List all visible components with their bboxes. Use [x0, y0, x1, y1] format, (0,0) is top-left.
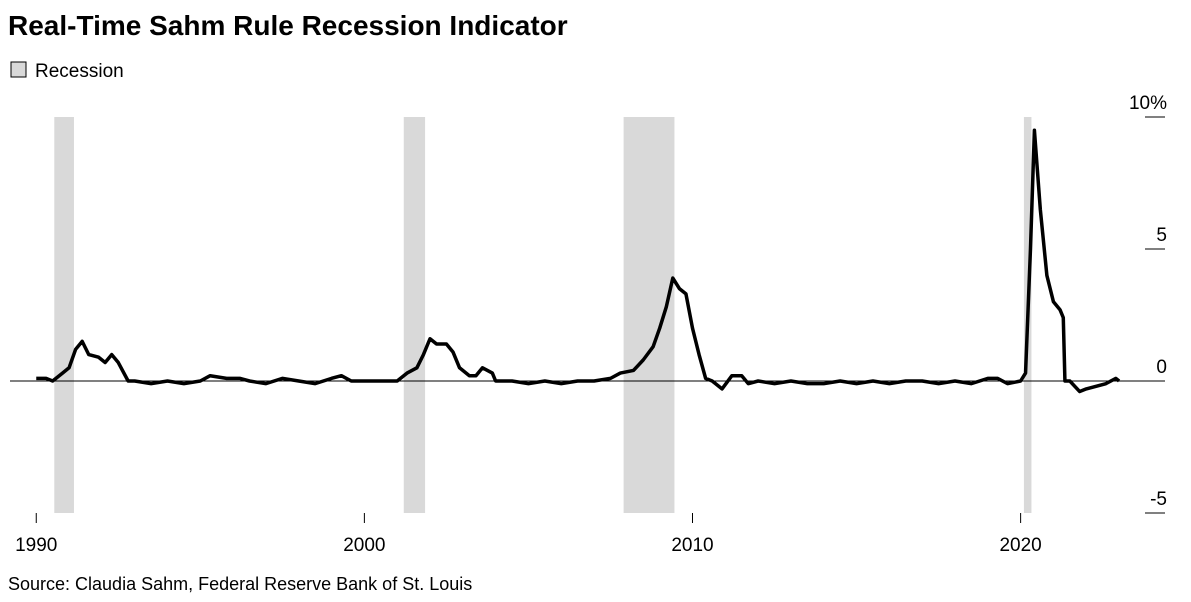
- recession-band: [623, 117, 675, 513]
- x-tick-label: 1990: [15, 535, 57, 556]
- legend-label: Recession: [35, 61, 124, 82]
- data-line: [36, 128, 1121, 394]
- legend-swatch: [10, 61, 27, 78]
- recession-band: [54, 117, 74, 513]
- x-tick-label: 2010: [671, 535, 713, 556]
- y-tick-label: 5: [1156, 225, 1167, 246]
- y-tick-label: 10%: [1129, 93, 1167, 114]
- y-tick-label: 0: [1156, 357, 1167, 378]
- y-tick-label: -5: [1150, 489, 1167, 510]
- recession-band: [403, 117, 426, 513]
- x-tick-label: 2000: [343, 535, 385, 556]
- x-tick-label: 2020: [999, 535, 1041, 556]
- chart-title: Real-Time Sahm Rule Recession Indicator: [8, 10, 568, 41]
- source: Source: Claudia Sahm, Federal Reserve Ba…: [8, 574, 472, 594]
